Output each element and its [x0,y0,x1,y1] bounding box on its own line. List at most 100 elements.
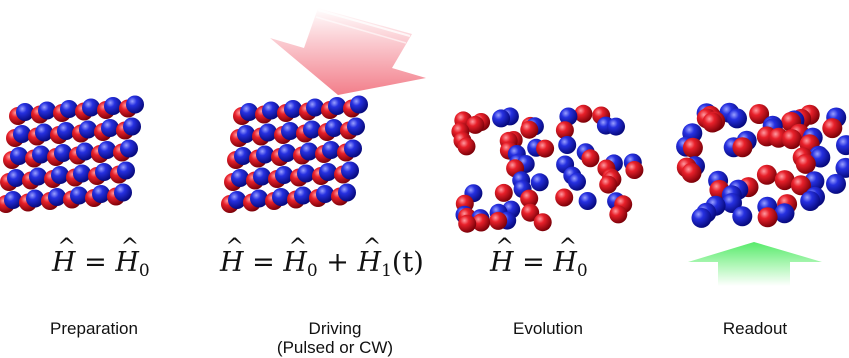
blue-spin [350,95,368,114]
red-spin [520,189,539,208]
red-spin [533,213,552,232]
red-spin [822,118,843,139]
blue-spin [328,97,346,115]
red-spin [795,153,816,174]
blue-spin [826,173,846,194]
preparation-hamiltonian: H = H0 [52,247,150,281]
red-spin [466,115,485,134]
blue-spin [325,119,343,137]
blue-spin [51,166,69,184]
blue-spin [578,192,597,210]
red-spin [732,137,753,158]
blue-spin [13,125,31,143]
red-spin [521,203,540,222]
blue-spin [284,100,302,118]
blue-spin [26,189,44,208]
blue-spin [259,123,277,142]
evolution-cloud [451,104,644,233]
red-spin [757,207,778,228]
blue-spin [297,164,315,183]
blue-spin [492,109,511,128]
preparation-lattice [0,95,144,213]
blue-spin [836,135,849,156]
red-spin [581,149,600,168]
blue-spin [278,144,296,162]
red-spin [494,183,513,202]
blue-spin [82,98,100,117]
blue-spin [316,185,334,203]
red-spin [457,137,476,156]
red-spin [781,129,802,150]
blue-spin [231,169,249,187]
blue-spin [4,191,22,209]
red-spin [790,175,811,196]
blue-spin [281,122,299,140]
blue-spin [558,136,577,154]
blue-spin [338,183,356,202]
blue-spin [344,139,362,158]
blue-spin [559,107,578,126]
blue-spin [16,103,34,121]
readout-cloud [676,102,849,228]
readout-arrow-icon [688,242,822,286]
blue-spin [35,123,53,142]
red-spin [609,205,628,224]
blue-spin [123,117,141,136]
stage-label-preparation: Preparation [50,319,138,338]
red-spin [756,164,777,185]
stage-label-evolution: Evolution [513,319,583,338]
blue-spin [732,206,753,227]
blue-spin [228,191,246,209]
blue-spin [10,147,28,165]
blue-spin [303,120,321,139]
red-spin [536,139,555,158]
blue-spin [341,161,359,180]
red-spin [774,170,795,191]
red-spin [682,137,703,158]
blue-spin [234,147,252,165]
blue-spin [275,166,293,184]
blue-spin [60,100,78,118]
blue-spin [727,108,747,129]
blue-spin [92,185,110,203]
red-spin [749,104,770,124]
blue-spin [250,189,268,208]
blue-spin [57,122,75,140]
blue-spin [319,163,337,181]
red-spin [458,214,477,233]
blue-spin [38,101,56,120]
blue-spin [98,141,116,159]
blue-spin [48,188,66,206]
blue-spin [117,161,135,180]
blue-spin [256,145,274,164]
blue-spin [300,142,318,161]
blue-spin [530,173,549,192]
red-spin [555,121,574,140]
red-spin [681,162,702,183]
blue-spin [114,183,132,202]
blue-spin [7,169,25,187]
driving-hamiltonian: H = H0 + H1(t) [220,247,424,281]
red-spin [520,120,539,139]
red-spin [555,188,574,207]
blue-spin [54,144,72,162]
blue-spin [347,117,365,136]
blue-spin [774,203,795,224]
blue-spin [237,125,255,143]
blue-spin [691,207,712,228]
driving-arrow-icon [270,8,426,95]
red-spin [472,213,491,232]
blue-spin [104,97,122,115]
blue-spin [262,101,280,120]
blue-spin [835,157,849,178]
blue-spin [70,186,88,205]
red-spin [599,175,618,194]
evolution-hamiltonian: H = H0 [490,247,588,281]
blue-spin [126,95,144,114]
stage-label-driving: Driving [308,319,362,338]
blue-spin [120,139,138,158]
red-spin [702,112,723,133]
driving-lattice [221,95,368,213]
blue-spin [322,141,340,159]
